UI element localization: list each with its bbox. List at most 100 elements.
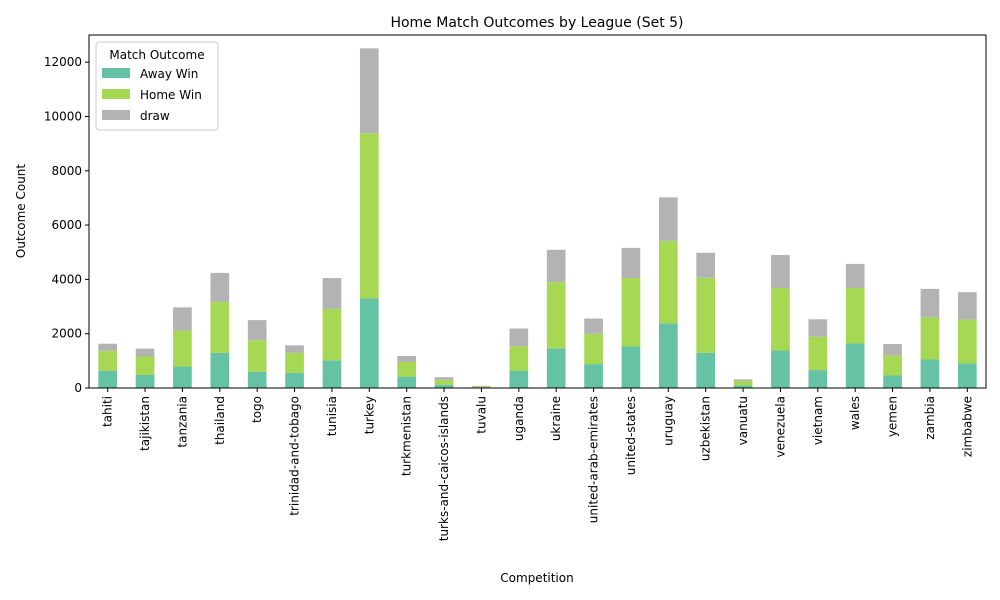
- x-tick-label: venezuela: [773, 396, 787, 457]
- y-tick-label: 8000: [51, 164, 82, 178]
- bar-togo-draw: [247, 320, 267, 341]
- x-tick-label: united-states: [624, 396, 638, 475]
- x-tick-label: zambia: [923, 396, 937, 440]
- x-tick-label: uruguay: [661, 396, 675, 446]
- bar-ukraine-draw: [546, 249, 566, 283]
- legend: Match Outcome Away Win Home Win draw: [95, 41, 219, 131]
- x-tick-label: turkey: [362, 396, 376, 434]
- bar-zimbabwe-home-win: [957, 319, 977, 364]
- x-tick-label: wales: [848, 396, 862, 430]
- bar-turkmenistan-draw: [397, 355, 417, 362]
- bar-vietnam-draw: [808, 319, 828, 337]
- bar-vanuatu-home-win: [733, 380, 753, 386]
- x-tick-label: trinidad-and-tobago: [288, 396, 302, 516]
- x-tick-label: tuvalu: [474, 396, 488, 434]
- x-tick-label: togo: [250, 396, 264, 423]
- x-tick-label: vanuatu: [736, 396, 750, 445]
- y-axis: 0 2000 4000 6000 8000 10000 12000: [44, 55, 89, 395]
- x-tick-label: turks-and-caicos-islands: [437, 396, 451, 541]
- bar-zambia-away-win: [920, 359, 940, 388]
- bar-uzbekistan-home-win: [696, 277, 716, 353]
- bar-thailand-home-win: [210, 301, 230, 353]
- x-axis: tahiti tajikistan tanzania thailand togo trin…: [101, 388, 974, 541]
- bar-wales-home-win: [845, 288, 865, 344]
- bar-uruguay-home-win: [658, 240, 678, 324]
- y-tick-label: 6000: [51, 218, 82, 232]
- x-tick-label: zimbabwe: [960, 396, 974, 457]
- bar-uganda-home-win: [509, 346, 529, 371]
- bar-tahiti-draw: [98, 343, 118, 351]
- bar-trinidad-and-tobago-draw: [285, 345, 304, 353]
- bar-vanuatu-draw: [733, 379, 753, 381]
- bar-ukraine-home-win: [546, 282, 566, 349]
- bar-ukraine-away-win: [546, 348, 566, 388]
- bar-uzbekistan-draw: [696, 252, 716, 278]
- bar-vietnam-away-win: [808, 370, 828, 388]
- legend-entry-label: draw: [140, 109, 170, 123]
- y-axis-label: Outcome Count: [14, 164, 28, 259]
- bar-trinidad-and-tobago-away-win: [285, 372, 304, 388]
- bar-trinidad-and-tobago-home-win: [285, 352, 304, 373]
- bar-zimbabwe-draw: [957, 292, 977, 320]
- x-tick-label: tahiti: [101, 396, 115, 427]
- bar-turkmenistan-home-win: [397, 361, 417, 377]
- x-tick-label: uzbekistan: [699, 396, 713, 461]
- bar-united-states-home-win: [621, 278, 641, 347]
- bar-tajikistan-away-win: [135, 374, 155, 388]
- legend-box: [95, 41, 219, 131]
- bar-tunisia-away-win: [322, 360, 342, 388]
- legend-swatch: [102, 89, 130, 99]
- bar-turkmenistan-away-win: [397, 376, 417, 388]
- bar-yemen-away-win: [883, 375, 902, 388]
- bar-venezuela-home-win: [771, 288, 790, 351]
- x-tick-label: tunisia: [325, 396, 339, 436]
- bar-vanuatu-away-win: [733, 385, 753, 388]
- x-axis-label: Competition: [500, 571, 573, 585]
- bar-united-arab-emirates-home-win: [584, 333, 603, 365]
- bar-tuvalu-draw: [472, 385, 491, 387]
- bar-yemen-draw: [883, 344, 902, 356]
- bar-yemen-home-win: [883, 355, 902, 376]
- bar-united-arab-emirates-draw: [584, 318, 603, 334]
- y-tick-label: 4000: [51, 272, 82, 286]
- bar-togo-away-win: [247, 371, 267, 388]
- bar-togo-home-win: [247, 340, 267, 372]
- bar-tahiti-home-win: [98, 350, 118, 371]
- x-tick-label: turkmenistan: [400, 396, 414, 476]
- bar-turks-and-caicos-islands-home-win: [434, 379, 454, 385]
- x-tick-label: united-arab-emirates: [587, 396, 601, 523]
- bar-turks-and-caicos-islands-draw: [434, 377, 454, 380]
- bar-turkey-home-win: [359, 133, 379, 299]
- x-tick-label: yemen: [886, 396, 900, 437]
- bar-uruguay-draw: [658, 197, 678, 241]
- x-tick-label: vietnam: [811, 396, 825, 445]
- bar-turkey-draw: [359, 48, 379, 134]
- bar-tajikistan-home-win: [135, 356, 155, 375]
- bar-thailand-away-win: [210, 352, 230, 388]
- bar-uganda-away-win: [509, 370, 529, 388]
- bar-zimbabwe-away-win: [957, 363, 977, 388]
- bar-tunisia-draw: [322, 278, 342, 309]
- y-tick-label: 12000: [44, 55, 82, 69]
- bar-uzbekistan-away-win: [696, 352, 716, 388]
- x-tick-label: tajikistan: [138, 396, 152, 451]
- bar-tanzania-draw: [173, 307, 192, 331]
- legend-entry-label: Home Win: [140, 88, 202, 102]
- plot-frame: [88, 34, 987, 389]
- x-tick-label: uganda: [512, 396, 526, 441]
- chart-title: Home Match Outcomes by League (Set 5): [390, 15, 683, 31]
- bar-venezuela-draw: [771, 254, 790, 289]
- bar-tunisia-home-win: [322, 308, 342, 361]
- y-tick-label: 0: [74, 381, 82, 395]
- bars-group: [98, 48, 977, 388]
- bar-uganda-draw: [509, 328, 529, 347]
- legend-swatch: [102, 110, 130, 120]
- y-tick-label: 10000: [44, 109, 82, 123]
- bar-united-states-draw: [621, 247, 641, 279]
- bar-tuvalu-home-win: [472, 386, 491, 388]
- bar-tanzania-away-win: [173, 366, 192, 388]
- bar-turkey-away-win: [359, 298, 379, 388]
- bar-tajikistan-draw: [135, 348, 155, 357]
- x-tick-label: ukraine: [549, 396, 563, 441]
